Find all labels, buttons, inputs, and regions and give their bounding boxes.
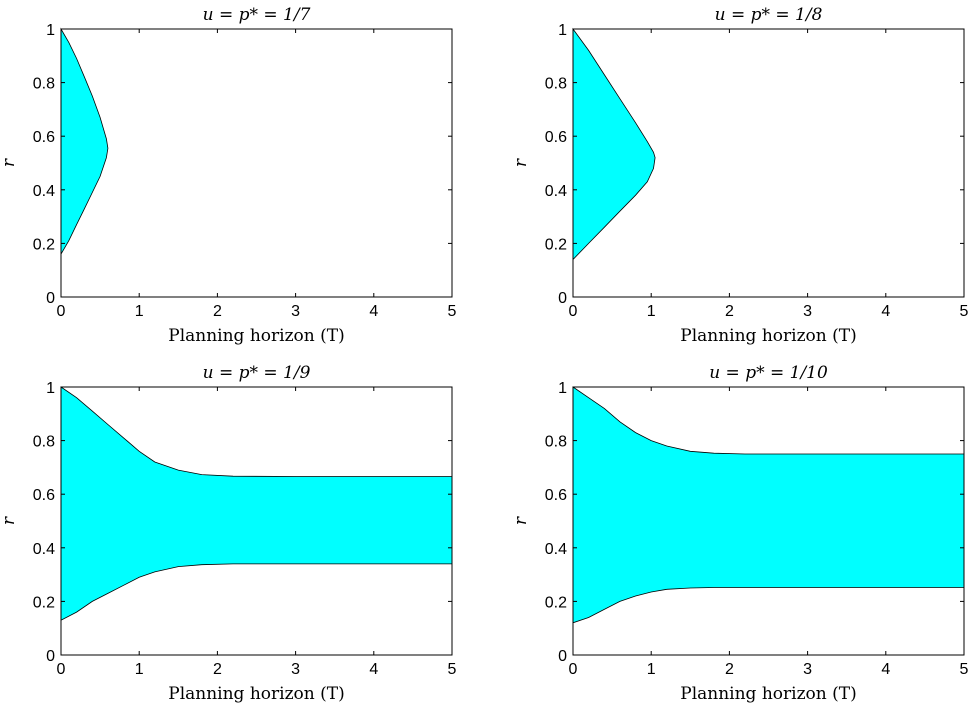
chart-panel-3: 0 1 2 3 4 5 0 0.2 0.4 0.6 0.8 1 u = p* = 1/9 Planning…: [0, 363, 457, 704]
y-axis-label: r: [511, 516, 531, 525]
x-tick-label: 2: [725, 303, 734, 320]
x-tick-label: 4: [881, 303, 890, 320]
x-axis-label: Planning horizon (T): [680, 684, 856, 704]
x-tick-label: 0: [57, 303, 66, 320]
y-tick-label: 0.2: [33, 594, 55, 611]
panel-title: u = p* = 1/7: [203, 5, 311, 25]
x-tick-label: 5: [960, 303, 969, 320]
x-tick-label: 4: [881, 661, 890, 678]
chart-panel-2: 0 1 2 3 4 5 0 0.2 0.4 0.6 0.8 1 u = p* = 1/8 Planning…: [511, 5, 969, 346]
x-tick-label: 4: [369, 303, 378, 320]
feasible-region: [572, 27, 656, 261]
y-tick-label: 0.6: [33, 487, 55, 504]
x-tick-label: 1: [647, 661, 656, 678]
x-tick-label: 5: [960, 661, 969, 678]
y-tick-label: 0.8: [33, 434, 55, 451]
x-tick-label: 1: [647, 303, 656, 320]
feasible-region: [572, 386, 965, 624]
x-tick-label: 5: [448, 303, 457, 320]
x-tick-label: 4: [369, 661, 378, 678]
x-tick-label: 0: [569, 661, 578, 678]
axes-frame: [572, 386, 965, 656]
y-tick-label: 0.8: [545, 434, 567, 451]
y-tick-label: 1: [558, 22, 567, 39]
x-tick-label: 0: [57, 661, 66, 678]
y-tick-label: 0.4: [33, 541, 55, 558]
y-tick-label: 0: [558, 290, 567, 307]
y-tick-label: 1: [46, 22, 55, 39]
x-tick-label: 3: [803, 661, 812, 678]
x-tick-label: 0: [569, 303, 578, 320]
feasible-region: [60, 386, 453, 621]
x-axis-label: Planning horizon (T): [168, 326, 344, 346]
feasible-region: [60, 27, 109, 256]
y-axis-label: r: [0, 158, 19, 167]
x-tick-label: 2: [725, 661, 734, 678]
panel-title: u = p* = 1/10: [709, 363, 828, 383]
axes-frame: [60, 28, 453, 298]
y-axis-label: r: [0, 516, 19, 525]
y-tick-label: 0.2: [33, 236, 55, 253]
x-tick-label: 3: [803, 303, 812, 320]
y-tick-label: 0: [46, 290, 55, 307]
y-axis-label: r: [511, 158, 531, 167]
x-axis-label: Planning horizon (T): [680, 326, 856, 346]
panel-title: u = p* = 1/9: [203, 363, 311, 383]
y-tick-label: 0.4: [545, 541, 567, 558]
panel-title: u = p* = 1/8: [715, 5, 823, 25]
x-tick-label: 2: [213, 303, 222, 320]
y-tick-label: 0.2: [545, 236, 567, 253]
y-tick-label: 1: [558, 380, 567, 397]
y-tick-label: 0.8: [545, 76, 567, 93]
y-tick-label: 0.6: [545, 129, 567, 146]
y-tick-label: 0.6: [33, 129, 55, 146]
y-tick-label: 0: [46, 648, 55, 665]
axes-frame: [572, 28, 965, 298]
x-axis-label: Planning horizon (T): [168, 684, 344, 704]
x-tick-label: 3: [291, 661, 300, 678]
chart-panel-1: 0 1 2 3 4 5 0 0.2 0.4 0.6 0.8 1 u = p* = 1/7 Planning…: [0, 5, 457, 346]
y-tick-label: 1: [46, 380, 55, 397]
x-tick-label: 1: [135, 661, 144, 678]
x-tick-label: 2: [213, 661, 222, 678]
chart-panel-4: 0 1 2 3 4 5 0 0.2 0.4 0.6 0.8 1 u = p* = 1/10 Plannin…: [511, 363, 969, 704]
x-tick-label: 1: [135, 303, 144, 320]
y-tick-label: 0: [558, 648, 567, 665]
y-tick-label: 0.4: [545, 183, 567, 200]
x-tick-label: 3: [291, 303, 300, 320]
x-tick-label: 5: [448, 661, 457, 678]
y-tick-label: 0.2: [545, 594, 567, 611]
y-tick-label: 0.8: [33, 76, 55, 93]
y-tick-label: 0.6: [545, 487, 567, 504]
y-tick-label: 0.4: [33, 183, 55, 200]
axes-frame: [60, 386, 453, 656]
